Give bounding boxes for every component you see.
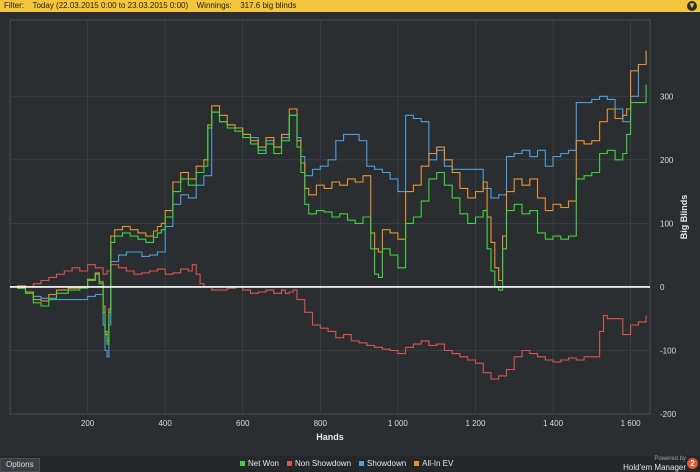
brand-block: Powered by Hold'em Manager: [596, 456, 686, 472]
series-line-net-won: [10, 84, 647, 345]
x-tick-label: 1 400: [543, 419, 564, 428]
legend-label: Net Won: [248, 459, 279, 468]
legend-item[interactable]: Non Showdown: [286, 459, 352, 468]
filter-value[interactable]: Today (22.03.2015 0:00 to 23.03.2015 0:0…: [32, 1, 189, 10]
chart-legend: Net Won Non Showdown Showdown All-In EV: [240, 459, 461, 468]
legend-swatch: [286, 461, 292, 467]
x-axis-label: Hands: [316, 432, 344, 442]
x-tick-label: 800: [314, 419, 328, 428]
y-tick-label: 0: [660, 283, 665, 292]
x-tick-label: 1 600: [621, 419, 642, 428]
x-tick-label: 600: [236, 419, 250, 428]
legend-swatch: [240, 461, 245, 467]
series-line-non-showdown: [10, 264, 647, 380]
filter-label: Filter:: [4, 1, 24, 10]
bottom-bar: Options Net Won Non Showdown Showdown All-I…: [0, 456, 700, 472]
winnings-value: 317.6 big blinds: [240, 1, 297, 10]
y-tick-label: -200: [660, 410, 677, 419]
legend-swatch: [414, 461, 420, 467]
legend-item[interactable]: Net Won: [240, 459, 279, 468]
y-tick-label: -100: [660, 346, 677, 355]
legend-label: Non Showdown: [294, 459, 352, 468]
x-tick-label: 1 000: [388, 419, 409, 428]
legend-item[interactable]: Showdown: [359, 459, 406, 468]
legend-swatch: [359, 461, 365, 467]
legend-label: Showdown: [367, 459, 407, 468]
powered-by-label: Powered by: [654, 456, 686, 462]
y-tick-label: 300: [660, 92, 674, 101]
y-tick-label: 200: [660, 156, 674, 165]
legend-label: All-In EV: [422, 459, 454, 468]
x-tick-label: 1 200: [465, 419, 486, 428]
x-tick-label: 400: [158, 419, 172, 428]
options-button[interactable]: Options: [0, 458, 40, 472]
filter-funnel-icon[interactable]: ▼: [687, 1, 697, 11]
winnings-label: Winnings:: [196, 1, 232, 10]
brand-logo-icon: 2: [687, 458, 698, 469]
plot-area: [9, 19, 651, 415]
filter-bar: Filter: Today (22.03.2015 0:00 to 23.03.…: [0, 0, 700, 12]
brand-name: Hold'em Manager: [623, 463, 686, 472]
legend-item[interactable]: All-In EV: [414, 459, 453, 468]
y-tick-label: 100: [660, 219, 674, 228]
x-tick-label: 200: [81, 419, 95, 428]
y-axis-label: Big Blinds: [679, 195, 689, 240]
